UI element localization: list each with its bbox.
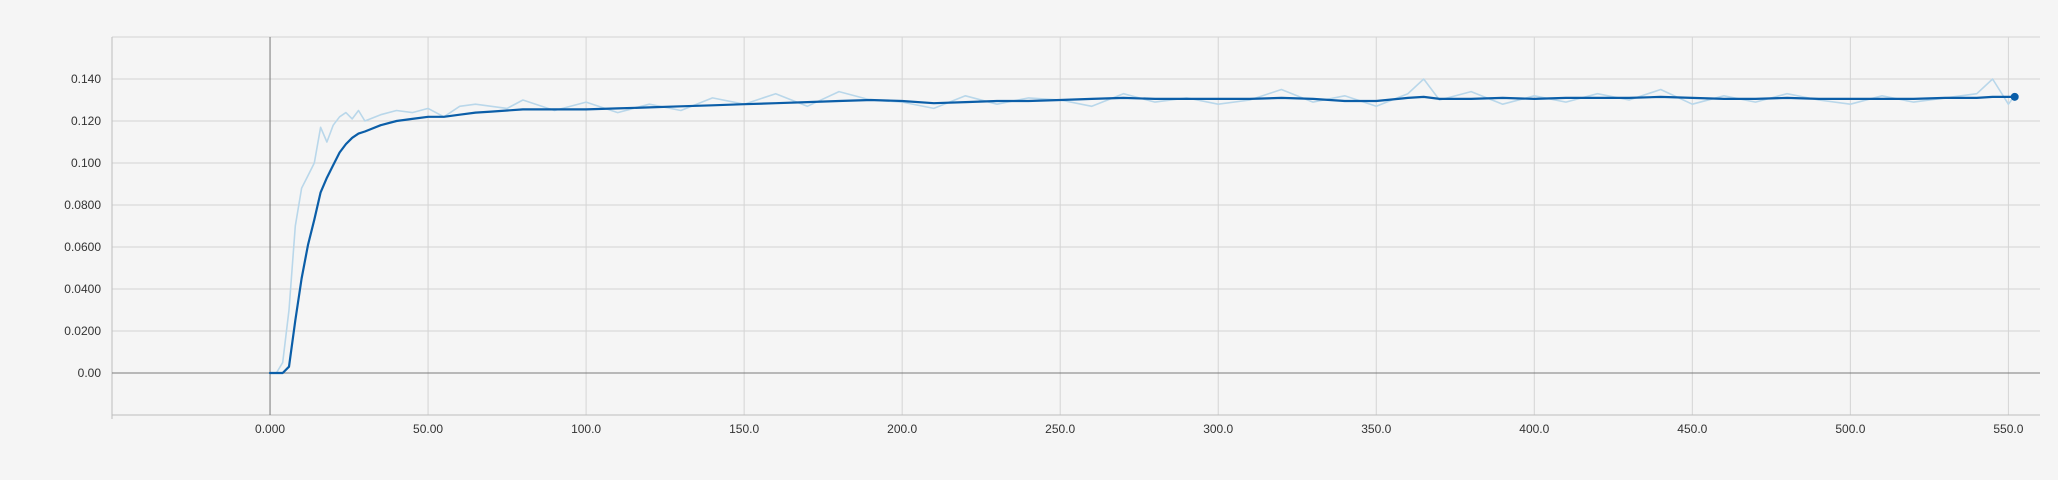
y-tick-label: 0.0800: [64, 198, 101, 212]
x-tick-label: 450.0: [1677, 422, 1707, 436]
x-tick-label: 250.0: [1045, 422, 1075, 436]
x-tick-label: 200.0: [887, 422, 917, 436]
x-tick-label: 400.0: [1519, 422, 1549, 436]
x-tick-label: 50.00: [413, 422, 443, 436]
y-tick-label: 0.00: [78, 366, 102, 380]
grid-lines: [112, 36, 2040, 415]
raw-series-line: [269, 78, 2016, 374]
y-tick-label: 0.0200: [64, 324, 101, 338]
smoothed-series-line: [268, 95, 2016, 375]
x-tick-label: 0.000: [255, 422, 285, 436]
axes: [111, 37, 2040, 419]
x-tick-label: 350.0: [1361, 422, 1391, 436]
y-tick-label: 0.120: [71, 114, 101, 128]
y-tick-label: 0.0400: [64, 282, 101, 296]
x-tick-label: 150.0: [729, 422, 759, 436]
x-tick-label: 550.0: [1993, 422, 2023, 436]
x-tick-label: 100.0: [571, 422, 601, 436]
x-tick-label: 300.0: [1203, 422, 1233, 436]
last-point-marker[interactable]: [2010, 92, 2019, 101]
y-tick-label: 0.100: [71, 156, 101, 170]
tick-labels: 0.00 0.0200 0.0400 0.0600 0.0800 0.100 0.120 0.…: [64, 72, 2023, 436]
y-tick-label: 0.140: [71, 72, 101, 86]
x-tick-label: 500.0: [1835, 422, 1865, 436]
series-lines: [268, 78, 2019, 375]
y-tick-label: 0.0600: [64, 240, 101, 254]
